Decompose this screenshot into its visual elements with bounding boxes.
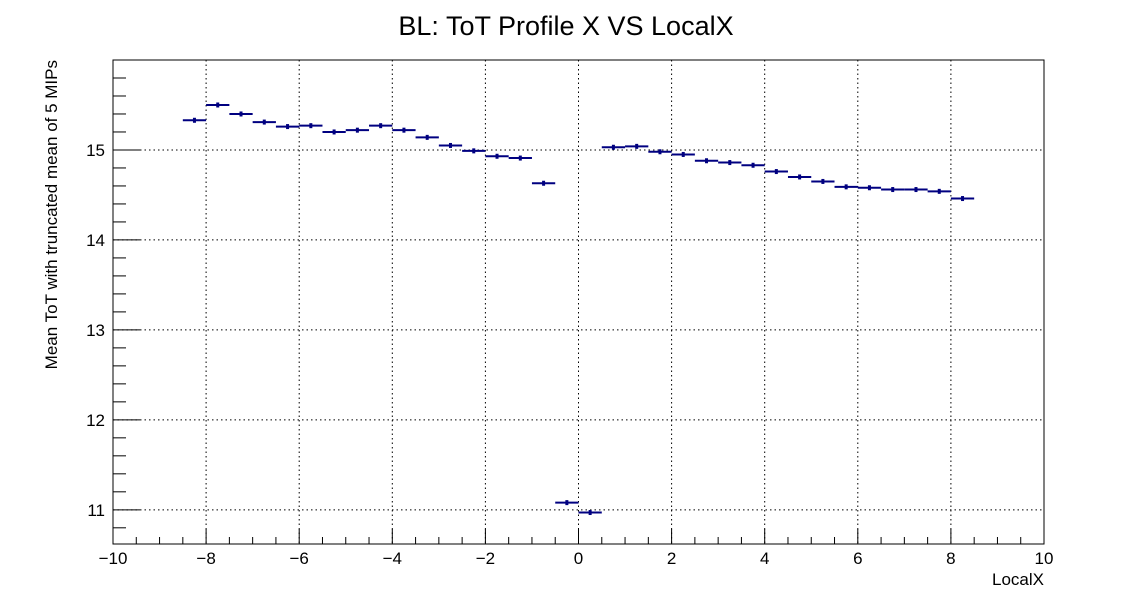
data-point (322, 129, 346, 135)
data-point (904, 187, 928, 193)
point-marker (914, 187, 918, 193)
point-marker (379, 123, 383, 129)
point-marker (635, 143, 639, 149)
data-point (555, 500, 579, 506)
data-point (206, 102, 230, 108)
point-marker (565, 500, 569, 506)
point-marker (216, 102, 220, 108)
point-marker (611, 144, 615, 150)
chart-title: BL: ToT Profile X VS LocalX (398, 11, 733, 41)
point-marker (798, 174, 802, 180)
x-tick-label: 6 (853, 549, 862, 568)
x-tick-label: 2 (667, 549, 676, 568)
point-marker (891, 187, 895, 193)
x-tick-label: −2 (476, 549, 495, 568)
point-marker (332, 129, 336, 135)
data-point (625, 143, 649, 149)
point-marker (658, 149, 662, 155)
data-point (415, 134, 439, 140)
point-marker (867, 185, 871, 191)
point-marker (681, 151, 685, 157)
x-tick-label: 0 (574, 549, 583, 568)
x-axis: −10 −8 −6 −4 −2 0 2 4 6 8 10 (99, 529, 1054, 568)
point-marker (472, 148, 476, 154)
y-axis: 11 12 13 14 15 (86, 77, 140, 529)
x-tick-label: −4 (383, 549, 402, 568)
point-marker (588, 510, 592, 516)
x-tick-label: −10 (99, 549, 128, 568)
point-marker (239, 111, 243, 117)
point-marker (961, 196, 965, 202)
x-tick-label: 4 (760, 549, 769, 568)
data-point (275, 124, 300, 130)
point-marker (309, 123, 313, 129)
y-tick-label: 11 (87, 501, 105, 520)
point-marker (844, 184, 848, 190)
data-point (601, 144, 626, 150)
point-marker (262, 119, 266, 125)
data-point (857, 185, 882, 191)
point-marker (542, 180, 546, 186)
x-tick-label: 8 (946, 549, 955, 568)
x-tick-label: −8 (196, 549, 215, 568)
data-point (392, 127, 416, 133)
point-marker (355, 127, 359, 133)
data-point (345, 127, 370, 133)
point-marker (448, 142, 452, 148)
point-marker (821, 178, 825, 184)
data-point (462, 148, 486, 154)
data-point (369, 123, 393, 129)
data-point (764, 169, 788, 175)
x-tick-label: −6 (290, 549, 309, 568)
data-point (694, 158, 719, 164)
point-marker (728, 160, 732, 166)
point-marker (705, 158, 709, 164)
point-marker (425, 134, 429, 140)
data-point (229, 111, 253, 117)
data-point (950, 196, 975, 202)
point-marker (774, 169, 778, 175)
data-point (741, 162, 765, 168)
y-axis-label: Mean ToT with truncated mean of 5 MIPs (42, 60, 61, 369)
point-marker (286, 124, 290, 130)
data-point (718, 160, 742, 166)
point-marker (402, 127, 406, 133)
y-tick-label: 15 (86, 141, 105, 160)
grid (113, 60, 1044, 544)
point-marker (192, 117, 196, 123)
point-marker (751, 162, 755, 168)
data-point (508, 155, 532, 161)
data-point (531, 180, 556, 186)
x-tick-label: 10 (1035, 549, 1054, 568)
data-point (927, 188, 951, 194)
y-tick-label: 14 (86, 231, 105, 250)
y-tick-label: 12 (86, 411, 105, 430)
data-point (648, 149, 672, 155)
y-tick-label: 13 (86, 321, 105, 340)
data-point (671, 151, 695, 157)
data-point (787, 174, 812, 180)
data-point (299, 123, 323, 129)
data-point (578, 510, 602, 516)
data-point (438, 142, 463, 148)
point-marker (495, 153, 499, 159)
x-axis-label: LocalX (992, 570, 1044, 589)
data-point (252, 119, 276, 125)
data-point (881, 187, 905, 193)
point-marker (937, 188, 941, 194)
data-points (182, 102, 975, 516)
data-point (182, 117, 207, 123)
data-point (485, 153, 509, 159)
point-marker (518, 155, 522, 161)
data-point (834, 184, 858, 190)
data-point (811, 178, 835, 184)
